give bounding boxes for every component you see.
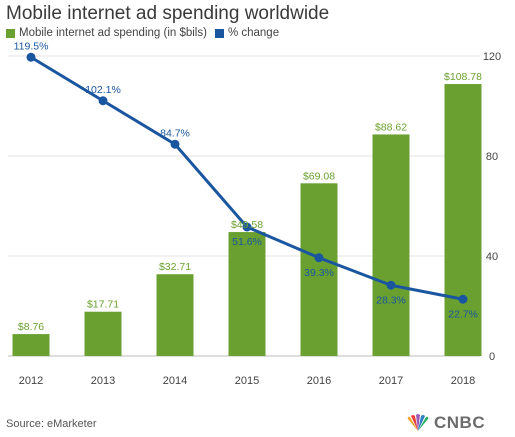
bar-2018 [444,84,482,357]
bar-2017 [372,134,410,356]
bar-value-label: $8.76 [18,321,44,333]
bar-2016 [300,183,338,356]
legend-item-line: % change [214,27,280,39]
y-tick-label: 40 [486,251,498,263]
line-point-2018 [458,294,468,304]
bar-value-label: $69.08 [303,170,335,182]
line-value-label: 102.1% [85,84,121,96]
line-point-2013 [98,96,108,106]
y-tick-label: 0 [489,351,495,363]
bar-2013 [84,311,122,356]
line-value-label: 22.7% [448,308,478,320]
bar-value-label: $17.71 [87,299,119,311]
x-tick-label: 2015 [235,375,259,387]
source-note: Source: eMarketer [6,418,97,430]
x-tick-label: 2017 [379,375,403,387]
bar-2015 [228,232,266,356]
bar-value-label: $108.78 [444,71,482,83]
chart-title: Mobile internet ad spending worldwide [6,3,330,24]
line-point-2014 [170,139,180,149]
axis-layer: 0 40 80 120 2012 2013 2014 2015 2016 2017 2018 [19,51,501,387]
label-layer: $8.76 $17.71 $32.71 $49.58 $69.08 $88.62 $108.… [14,40,483,333]
x-tick-label: 2012 [19,375,43,387]
x-tick-label: 2016 [307,375,331,387]
line-point-2016 [314,253,324,263]
line-value-label: 39.3% [304,267,334,279]
bar-2014 [156,274,194,356]
bar-value-label: $49.58 [231,219,263,231]
legend-swatch-bars [6,28,15,38]
x-tick-label: 2014 [163,375,187,387]
y-tick-label: 120 [483,51,501,63]
line-point-2012 [26,52,36,62]
line-point-2015 [242,222,252,232]
x-tick-label: 2018 [451,375,475,387]
line-layer [26,52,468,304]
y-tick-label: 80 [486,151,498,163]
line-value-label: 28.3% [376,294,406,306]
line-point-2017 [386,280,396,290]
line-value-label: 84.7% [160,127,190,139]
line-value-label: 51.6% [232,236,262,248]
legend-label-line: % change [227,27,280,39]
line-value-label: 119.5% [14,40,49,52]
legend-swatch-line [214,28,224,38]
bar-layer [12,84,482,357]
chart-legend: Mobile internet ad spending (in $bils) %… [6,27,287,39]
bar-value-label: $88.62 [375,121,407,133]
bar-value-label: $32.71 [159,261,191,273]
legend-label-bars: Mobile internet ad spending (in $bils) [19,27,207,39]
brand-wordmark: CNBC [434,413,486,432]
legend-item-bars: Mobile internet ad spending (in $bils) [6,27,207,39]
brand-logo: CNBC [405,413,485,433]
bar-2012 [12,334,50,356]
x-tick-label: 2013 [91,375,115,387]
peacock-icon [407,414,429,431]
